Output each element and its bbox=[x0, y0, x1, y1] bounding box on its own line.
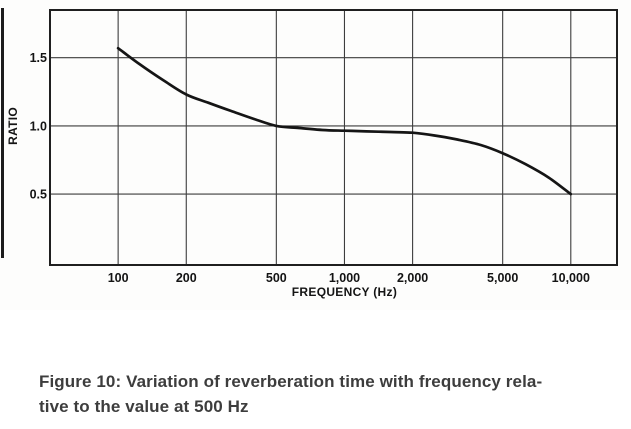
figure-caption-line1: Figure 10: Variation of reverberation ti… bbox=[39, 372, 543, 391]
figure-scan: 100 200 500 1,000 2,000 5,000 10,000 0.5 1.0 1.5 F… bbox=[1, 8, 618, 299]
scan-edge-artifact bbox=[1, 8, 4, 258]
y-axis-title: RATIO bbox=[6, 107, 20, 145]
x-tick-label: 1,000 bbox=[329, 271, 360, 285]
x-tick-label: 100 bbox=[108, 271, 129, 285]
x-tick-label: 200 bbox=[176, 271, 197, 285]
x-tick-label: 10,000 bbox=[552, 271, 590, 285]
y-tick-label: 1.0 bbox=[30, 119, 47, 133]
x-tick-label: 2,000 bbox=[397, 271, 428, 285]
ratio-curve bbox=[116, 46, 573, 196]
x-tick-label: 500 bbox=[266, 271, 287, 285]
y-tick-label: 0.5 bbox=[30, 188, 47, 202]
y-tick-label: 1.5 bbox=[30, 51, 47, 65]
x-tick-label: 5,000 bbox=[487, 271, 518, 285]
figure-caption-line2: tive to the value at 500 Hz bbox=[39, 397, 249, 416]
reverberation-ratio-chart: 100 200 500 1,000 2,000 5,000 10,000 0.5 1.0 1.5 F… bbox=[6, 9, 618, 299]
plot-border bbox=[49, 9, 618, 266]
figure-caption: Figure 10: Variation of reverberation ti… bbox=[39, 369, 614, 419]
x-axis-title: FREQUENCY (Hz) bbox=[292, 285, 397, 299]
